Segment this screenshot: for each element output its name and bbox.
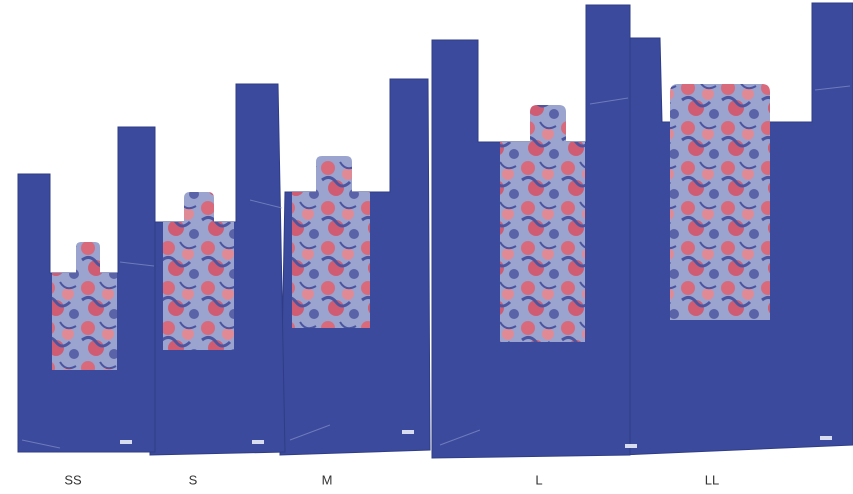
bag-m bbox=[279, 78, 431, 456]
size-label: S bbox=[189, 472, 198, 487]
bag-ll bbox=[619, 2, 853, 456]
bag-ss bbox=[17, 126, 156, 453]
size-label: M bbox=[322, 472, 333, 487]
bag-l bbox=[431, 4, 637, 459]
size-label: L bbox=[535, 472, 542, 487]
size-label: SS bbox=[64, 472, 82, 487]
size-label: LL bbox=[705, 472, 719, 487]
bag-s bbox=[149, 83, 286, 456]
